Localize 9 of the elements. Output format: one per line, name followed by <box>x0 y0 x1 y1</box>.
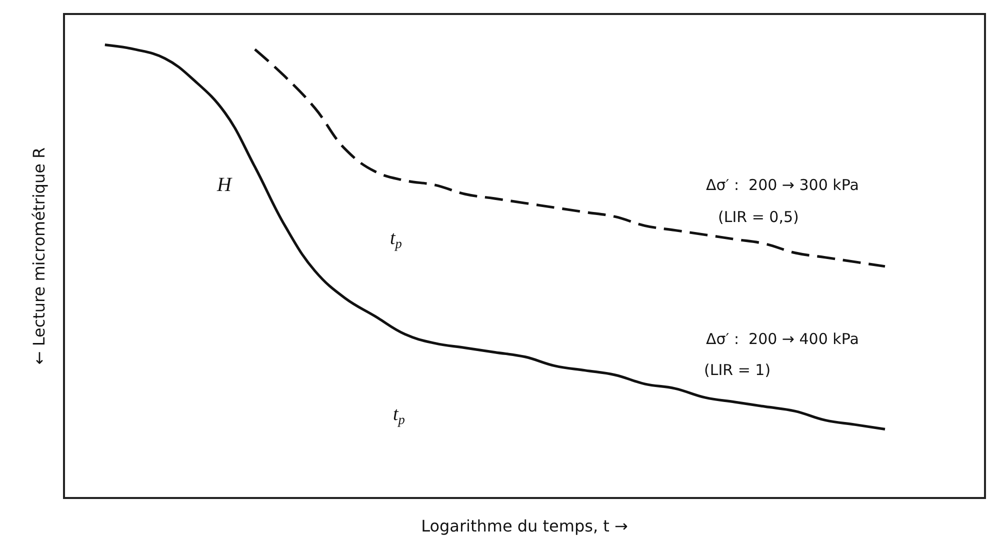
annotation: (LIR = 1) <box>704 361 771 379</box>
y-axis-title: ← Lecture micrométrique R <box>29 147 48 365</box>
annotation: (LIR = 0,5) <box>718 208 799 226</box>
annotation: H <box>216 174 233 196</box>
x-axis-title: Logarithme du temps, t → <box>421 516 628 536</box>
annotation: Δσ′ : 200 → 300 kPa <box>706 176 859 194</box>
annotation: t$_{p}$ <box>393 404 406 427</box>
annotation: Δσ′ : 200 → 400 kPa <box>706 330 859 348</box>
annotation: t$_{p}$ <box>390 228 402 251</box>
